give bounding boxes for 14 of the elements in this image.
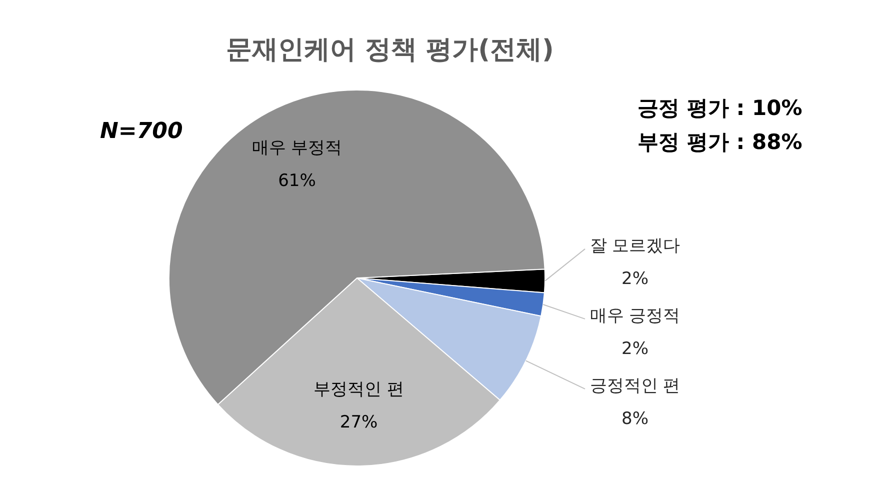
slice-label: 매우 부정적 [252,138,342,158]
data-label: 2% [622,338,648,359]
chart-title: 문재인케어 정책 평가(전체) [226,35,554,65]
data-label: 27% [340,412,378,433]
text: 긍정 평가 : 10% [638,96,802,120]
data-label: 8% [622,408,648,429]
slice-label: 매우 긍정적 [590,306,680,326]
slice-label: 잘 모르겠다 [590,236,680,256]
data-label: 2% [622,268,648,289]
slice-label: 부정적인 편 [314,380,404,400]
text: 부정 평가 : 88% [638,130,802,154]
data-label: 61% [278,171,316,191]
slice-label: 긍정적인 편 [590,376,680,396]
text: N=700 [100,119,183,144]
